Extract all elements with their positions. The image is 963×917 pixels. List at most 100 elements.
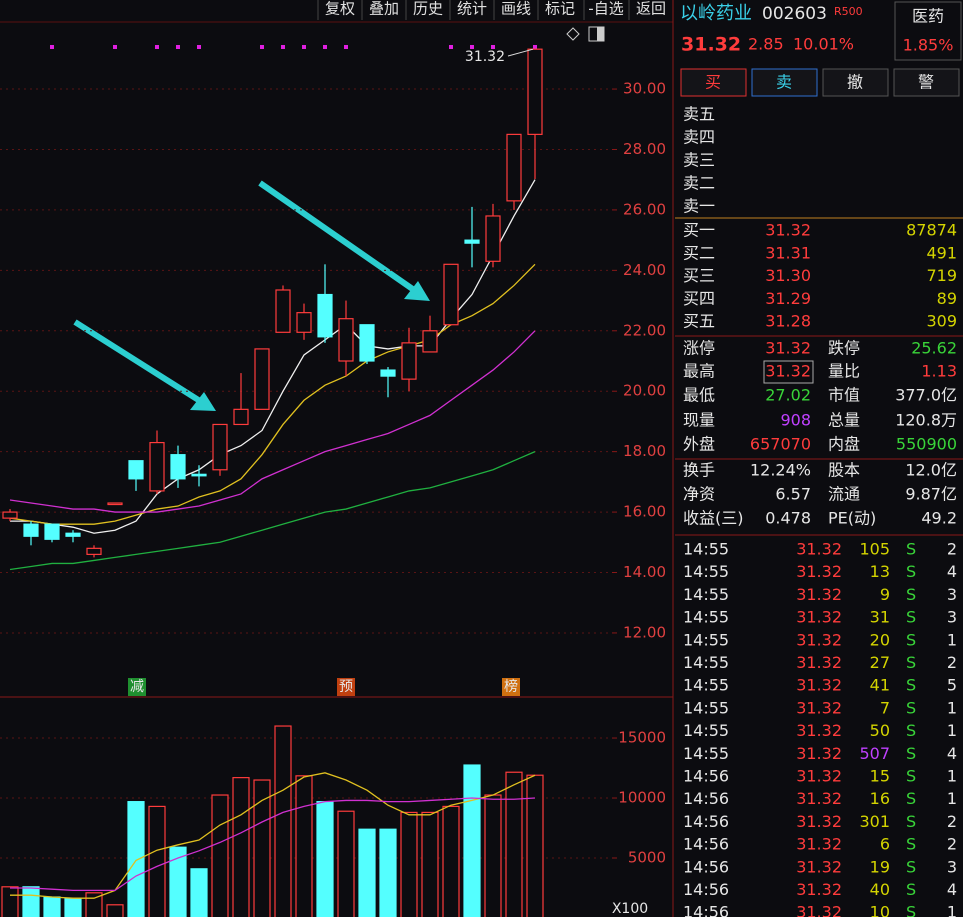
stock-name: 以岭药业 (680, 3, 752, 24)
trade-count: 3 (947, 585, 957, 604)
event-marker (128, 678, 146, 696)
y-tick-label: 28.00 (623, 140, 666, 158)
trade-time: 14:55 (683, 585, 729, 604)
stat-label: 外盘 (683, 435, 715, 454)
toolbar-button[interactable]: 复权 (325, 0, 355, 18)
event-marker (502, 678, 520, 696)
trade-count: 4 (947, 744, 957, 763)
action-label: 撤 (847, 73, 863, 92)
signal-dot (197, 45, 201, 49)
trade-count: 1 (947, 903, 957, 917)
trade-side: S (906, 767, 916, 786)
action-button[interactable] (893, 68, 960, 97)
diamond-icon[interactable] (566, 27, 580, 41)
trade-side: S (906, 653, 916, 672)
action-button[interactable] (822, 68, 889, 97)
trade-time: 14:56 (683, 857, 729, 876)
ask-level: 卖五 (683, 105, 715, 124)
trade-volume: 20 (870, 630, 890, 649)
stat-label: 最低 (683, 386, 715, 405)
bid-level: 买一 (683, 221, 715, 240)
trade-price: 31.32 (796, 744, 842, 763)
bid-price: 31.32 (765, 221, 811, 240)
trade-count: 2 (947, 812, 957, 831)
trade-volume: 16 (870, 789, 890, 808)
ask-level: 卖一 (683, 197, 715, 216)
ask-level: 卖三 (683, 151, 715, 170)
action-button[interactable] (751, 68, 818, 97)
candle-body (107, 502, 123, 506)
volume-bar (421, 811, 439, 917)
stat-value: 12.0亿 (905, 461, 957, 480)
candle-body (422, 330, 438, 353)
bid-volume: 719 (926, 266, 957, 285)
trade-time: 14:55 (683, 698, 729, 717)
stat-label: 换手 (683, 461, 715, 480)
trade-price: 31.32 (796, 676, 842, 695)
last-price: 31.32 (681, 34, 741, 56)
trade-time: 14:56 (683, 880, 729, 899)
trade-count: 2 (947, 835, 957, 854)
event-label: 榜 (504, 678, 518, 695)
toolbar-button[interactable]: 返回 (636, 0, 666, 18)
trade-side: S (906, 903, 916, 917)
trade-time: 14:55 (683, 653, 729, 672)
y-tick-label: 24.00 (623, 261, 666, 279)
bid-price: 31.29 (765, 289, 811, 308)
trade-price: 31.32 (796, 857, 842, 876)
trade-price: 31.32 (796, 789, 842, 808)
trade-volume: 6 (880, 835, 890, 854)
trade-count: 3 (947, 608, 957, 627)
candle-body (296, 312, 312, 333)
sector-change: 1.85% (903, 36, 954, 55)
toolbar-button[interactable]: 叠加 (369, 0, 399, 18)
stat-label: 量比 (828, 362, 860, 381)
stock-code: 002603 (762, 4, 827, 24)
signal-dot (260, 45, 264, 49)
stat-label: 涨停 (683, 339, 715, 358)
arrow-shaft (73, 319, 202, 404)
signal-dot (281, 45, 285, 49)
trade-price: 31.32 (796, 767, 842, 786)
badge: R500 (834, 5, 863, 18)
toolbar-button[interactable]: 统计 (457, 0, 487, 18)
candle-body (527, 48, 543, 135)
sector-box[interactable] (894, 1, 962, 61)
moving-average (10, 797, 536, 892)
highlight-box (763, 360, 814, 384)
trade-count: 1 (947, 630, 957, 649)
volume-bar (295, 775, 313, 917)
trade-volume: 301 (859, 812, 890, 831)
trade-price: 31.32 (796, 630, 842, 649)
price-change: 2.85 (748, 35, 784, 54)
stat-value: 1.13 (921, 362, 957, 381)
trade-count: 4 (947, 562, 957, 581)
toolbar-button[interactable]: 历史 (413, 0, 443, 18)
volume-bar (211, 794, 229, 917)
volume-bar (316, 801, 334, 917)
y-tick-label: 18.00 (623, 442, 666, 460)
trade-price: 31.32 (796, 540, 842, 559)
trade-time: 14:56 (683, 767, 729, 786)
moving-average (9, 263, 536, 525)
action-label: 卖 (776, 73, 792, 92)
volume-bar (64, 897, 82, 917)
trade-volume: 507 (859, 744, 890, 763)
y-tick-label: 15000 (618, 729, 666, 747)
bid-level: 买四 (683, 289, 715, 308)
candle-body (401, 342, 417, 380)
candle-body (23, 523, 39, 537)
toolbar-button[interactable]: 标记 (545, 0, 575, 18)
volume-bar (106, 904, 124, 917)
stat-value: 49.2 (921, 509, 957, 528)
signal-dot (344, 45, 348, 49)
trade-volume: 15 (870, 767, 890, 786)
toolbar-button[interactable]: -自选 (588, 0, 623, 18)
y-tick-label: 5000 (628, 849, 666, 867)
bid-volume: 89 (937, 289, 957, 308)
stat-value: 31.32 (765, 339, 811, 358)
action-button[interactable] (680, 68, 747, 97)
high-label: 31.32 (465, 49, 505, 65)
y-tick-label: 30.00 (623, 80, 666, 98)
toolbar-button[interactable]: 画线 (501, 0, 531, 18)
